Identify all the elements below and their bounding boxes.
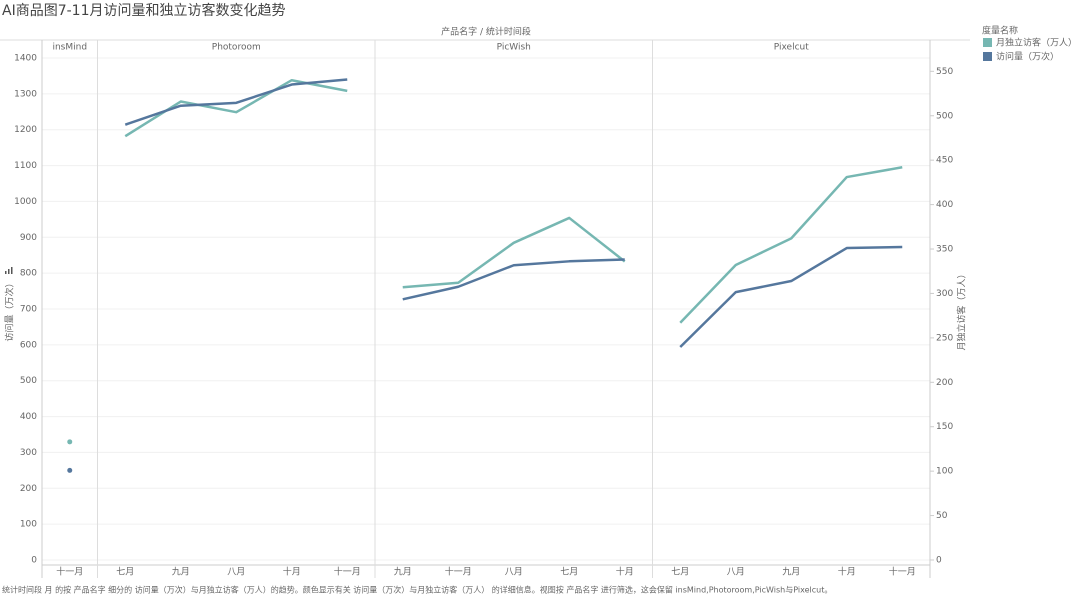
caption: 统计时间段 月 的按 产品名字 细分的 访问量（万次）与月独立访客（万人）的趋势… bbox=[2, 585, 832, 595]
legend-title: 度量名称 bbox=[982, 25, 1018, 37]
line bbox=[679, 245, 903, 348]
y2-axis-title: 月独立访客（万人） bbox=[956, 269, 968, 350]
y-tick-label: 0 bbox=[31, 556, 37, 566]
y-tick-label: 500 bbox=[20, 376, 37, 386]
y-tick-label: 100 bbox=[20, 520, 37, 530]
y2-tick-label: 100 bbox=[936, 467, 953, 477]
x-tick-label: 十一月 bbox=[56, 566, 83, 578]
y2-tick-label: 550 bbox=[936, 67, 953, 77]
line bbox=[124, 78, 348, 138]
y2-tick-label: 50 bbox=[936, 511, 948, 521]
legend-label: 月独立访客（万人） bbox=[996, 37, 1077, 49]
y2-tick-label: 150 bbox=[936, 422, 953, 432]
chart-title: AI商品图7-11月访问量和独立访客数变化趋势 bbox=[2, 2, 285, 19]
x-tick-label: 七月 bbox=[116, 567, 134, 578]
y-tick-label: 200 bbox=[20, 484, 37, 494]
y-tick-label: 400 bbox=[20, 412, 37, 422]
panel-name: PicWish bbox=[497, 43, 531, 53]
line bbox=[124, 78, 348, 126]
y2-tick-label: 0 bbox=[936, 556, 942, 566]
x-tick-label: 九月 bbox=[394, 567, 412, 578]
x-tick-label: 十一月 bbox=[334, 566, 361, 578]
x-tick-label: 七月 bbox=[671, 567, 689, 578]
bar-icon bbox=[5, 267, 13, 274]
y-tick-label: 800 bbox=[20, 269, 37, 279]
y-tick-label: 300 bbox=[20, 448, 37, 458]
x-tick-label: 七月 bbox=[560, 567, 578, 578]
x-tick-label: 九月 bbox=[782, 567, 800, 578]
line bbox=[402, 216, 626, 289]
y2-tick-label: 200 bbox=[936, 378, 953, 388]
y2-tick-label: 500 bbox=[936, 111, 953, 121]
x-tick-label: 十一月 bbox=[889, 566, 916, 578]
y-tick-label: 600 bbox=[20, 340, 37, 350]
point bbox=[67, 439, 73, 445]
y2-tick-label: 350 bbox=[936, 245, 953, 255]
point bbox=[67, 467, 73, 473]
line bbox=[679, 166, 903, 324]
y-tick-label: 700 bbox=[20, 305, 37, 315]
x-tick-label: 八月 bbox=[505, 567, 523, 578]
x-tick-label: 十月 bbox=[616, 566, 634, 578]
x-tick-label: 十月 bbox=[283, 566, 301, 578]
y2-tick-label: 450 bbox=[936, 156, 953, 166]
y-tick-label: 1000 bbox=[14, 197, 37, 207]
y-tick-label: 1400 bbox=[14, 54, 37, 64]
x-tick-label: 九月 bbox=[172, 567, 190, 578]
legend-swatch bbox=[983, 38, 992, 47]
y-tick-label: 1200 bbox=[14, 125, 37, 135]
y2-tick-label: 400 bbox=[936, 200, 953, 210]
x-tick-label: 十一月 bbox=[445, 566, 472, 578]
panel-name: Photoroom bbox=[212, 43, 261, 53]
x-tick-label: 八月 bbox=[227, 567, 245, 578]
legend-swatch bbox=[983, 52, 992, 61]
y-tick-label: 1100 bbox=[14, 161, 37, 171]
x-tick-label: 八月 bbox=[727, 567, 745, 578]
panel-name: Pixelcut bbox=[774, 43, 809, 53]
panel-name: insMind bbox=[52, 43, 87, 53]
y-tick-label: 1300 bbox=[14, 89, 37, 99]
y-tick-label: 900 bbox=[20, 233, 37, 243]
legend-label: 访问量（万次） bbox=[996, 51, 1059, 63]
x-tick-label: 十月 bbox=[838, 566, 856, 578]
y2-tick-label: 300 bbox=[936, 289, 953, 299]
y-axis-title: 访问量（万次） bbox=[4, 278, 16, 341]
header: 产品名字 / 统计时间段 bbox=[441, 26, 531, 38]
line bbox=[402, 258, 625, 301]
y2-tick-label: 250 bbox=[936, 333, 953, 343]
